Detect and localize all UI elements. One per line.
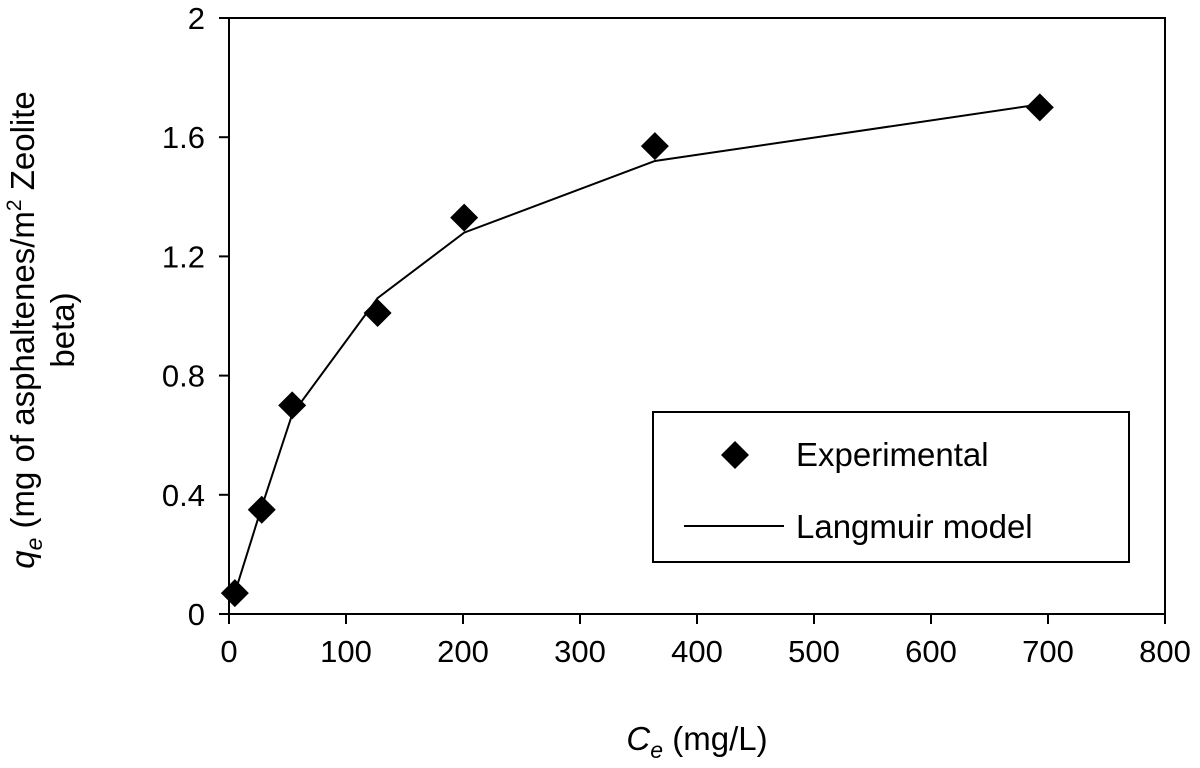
- x-tick-label: 0: [220, 634, 237, 669]
- x-tick-label: 400: [671, 634, 723, 669]
- y-tick-label: 2: [188, 1, 205, 36]
- experimental-points: [220, 93, 1054, 608]
- x-tick-label: 800: [1139, 634, 1191, 669]
- data-point-experimental: [363, 299, 392, 328]
- legend-label-langmuir: Langmuir model: [796, 508, 1033, 545]
- x-tick-label: 300: [554, 634, 606, 669]
- x-tick-label: 700: [1022, 634, 1074, 669]
- x-axis-label: Ce (mg/L): [626, 720, 767, 763]
- legend: Experimental Langmuir model: [652, 411, 1130, 563]
- legend-diamond-marker: [721, 441, 749, 469]
- data-point-experimental: [1025, 93, 1054, 122]
- data-point-experimental: [220, 579, 249, 608]
- legend-box: [652, 411, 1130, 563]
- data-point-experimental: [247, 495, 276, 524]
- y-axis-label-line2: beta): [44, 292, 81, 367]
- x-axis-ticks: 0 100 200 300 400 500 600 700 800: [220, 614, 1191, 669]
- legend-label-experimental: Experimental: [796, 436, 989, 473]
- y-axis-label: qe (mg of asphaltenes/m2 Zeolite: [3, 91, 47, 569]
- data-point-experimental: [450, 203, 479, 232]
- x-tick-label: 100: [320, 634, 372, 669]
- y-tick-label: 0: [188, 597, 205, 632]
- data-point-experimental: [278, 391, 307, 420]
- x-tick-label: 500: [788, 634, 840, 669]
- y-tick-label: 1.6: [162, 120, 205, 155]
- y-tick-label: 0.4: [162, 478, 205, 513]
- data-point-experimental: [640, 132, 669, 161]
- x-tick-label: 600: [905, 634, 957, 669]
- y-axis-ticks: 0 0.4 0.8 1.2 1.6 2: [162, 1, 229, 632]
- y-tick-label: 1.2: [162, 239, 205, 274]
- y-tick-label: 0.8: [162, 359, 205, 394]
- x-tick-label: 200: [437, 634, 489, 669]
